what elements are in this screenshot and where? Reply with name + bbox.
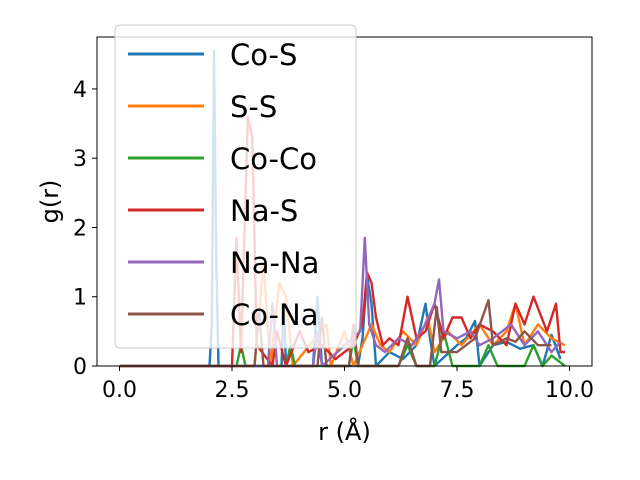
y-tick-label: 0 — [73, 355, 87, 380]
legend-label: Na-S — [230, 194, 298, 228]
legend-label: Co-S — [230, 38, 297, 72]
x-tick-label: 7.5 — [440, 378, 475, 403]
x-axis: 0.0 2.5 5.0 7.5 10.0 — [102, 366, 594, 403]
x-tick-label: 5.0 — [327, 378, 362, 403]
legend-label: Co-Na — [230, 298, 318, 332]
y-axis: 0 1 2 3 4 — [73, 78, 97, 380]
y-tick-label: 2 — [73, 216, 87, 241]
y-axis-label: g(r) — [36, 180, 64, 224]
x-tick-label: 0.0 — [102, 378, 137, 403]
x-axis-label: r (Å) — [318, 417, 371, 446]
legend: Co-S S-S Co-Co Na-S Na-Na Co-Na — [114, 24, 357, 349]
y-tick-label: 4 — [73, 78, 87, 103]
legend-label: S-S — [230, 90, 277, 124]
y-tick-label: 3 — [73, 147, 87, 172]
series-line-na-s — [119, 115, 565, 368]
x-tick-label: 10.0 — [545, 378, 594, 403]
x-tick-label: 2.5 — [215, 378, 250, 403]
series-line-na-na — [119, 236, 562, 368]
y-tick-label: 1 — [73, 286, 87, 311]
legend-label: Co-Co — [230, 142, 317, 176]
legend-label: Na-Na — [230, 246, 319, 280]
